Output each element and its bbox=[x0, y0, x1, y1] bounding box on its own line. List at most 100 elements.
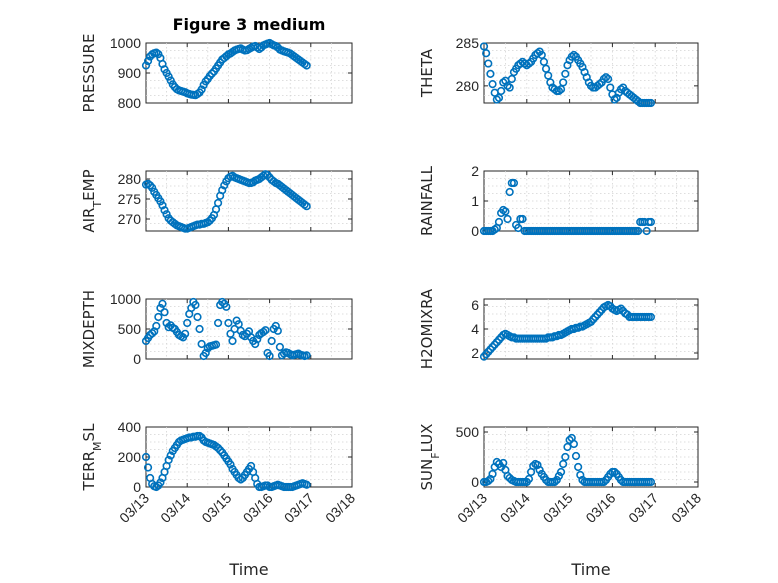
x-tick-label: 03/13 bbox=[454, 490, 490, 526]
y-axis-label: AIRTEMP bbox=[80, 169, 104, 232]
y-tick-label: 4 bbox=[471, 321, 479, 337]
data-point bbox=[556, 85, 566, 94]
data-point bbox=[158, 201, 167, 210]
data-point bbox=[488, 80, 497, 89]
data-point bbox=[503, 471, 512, 481]
axes-box bbox=[145, 298, 353, 360]
axes-box bbox=[483, 426, 699, 488]
data-point bbox=[509, 178, 519, 188]
data-point bbox=[154, 312, 163, 322]
data-point bbox=[539, 57, 549, 66]
subplot-8: 0 500 03/13 03/14 03/15 03/16 03/17 03/18 SUNFLU… bbox=[418, 424, 704, 579]
y-tick-label: 0 bbox=[133, 351, 141, 367]
data-point bbox=[259, 327, 268, 337]
y-tick-label: 200 bbox=[118, 449, 142, 465]
data-point bbox=[148, 183, 157, 192]
data-point bbox=[633, 226, 643, 236]
data-point bbox=[207, 69, 217, 78]
y-axis-label: SUNFLUX bbox=[418, 424, 442, 491]
y-axis-label: TERRMSL bbox=[80, 423, 104, 492]
data-point bbox=[166, 451, 175, 460]
data-point bbox=[143, 56, 153, 66]
subplot-3: 270 275 280 AIRTEMP bbox=[80, 169, 353, 233]
data-point bbox=[183, 318, 192, 328]
data-point bbox=[214, 318, 223, 328]
data-point bbox=[486, 69, 495, 78]
y-tick-label: 1 bbox=[471, 193, 479, 209]
data-point bbox=[211, 340, 221, 349]
data-point bbox=[160, 206, 169, 215]
y-tick-label: 1000 bbox=[110, 291, 141, 307]
x-axis-label: Time bbox=[228, 560, 268, 579]
subplot-6: 2 4 6 H2OMIXRA bbox=[418, 288, 699, 369]
data-point bbox=[604, 74, 613, 84]
y-tick-label: 0 bbox=[471, 223, 479, 239]
y-axis-label: RAINFALL bbox=[418, 165, 436, 236]
data-point bbox=[162, 210, 171, 219]
subplot-7: 0 200 400 03/13 03/14 03/15 03/16 03/17 03/18 TER… bbox=[80, 419, 358, 579]
data-point bbox=[514, 223, 523, 233]
data-point bbox=[218, 186, 227, 195]
x-tick-label: 03/15 bbox=[198, 490, 234, 526]
data-point bbox=[552, 475, 561, 485]
data-point bbox=[646, 477, 656, 487]
data-point bbox=[610, 467, 619, 477]
data-point bbox=[574, 462, 583, 472]
data-point bbox=[554, 471, 564, 481]
data-point bbox=[197, 85, 206, 94]
data-point bbox=[275, 342, 285, 352]
data-point bbox=[561, 452, 570, 462]
data-point bbox=[220, 181, 229, 190]
x-tick-label: 03/15 bbox=[540, 490, 576, 526]
x-tick-label: 03/16 bbox=[582, 490, 618, 526]
data-point bbox=[148, 329, 157, 338]
data-point bbox=[505, 83, 514, 92]
x-tick-label: 03/14 bbox=[497, 490, 533, 526]
y-tick-label: 6 bbox=[471, 297, 479, 313]
chart-title: Figure 3 medium bbox=[173, 15, 326, 34]
y-tick-label: 0 bbox=[471, 474, 479, 490]
data-point bbox=[569, 439, 578, 449]
data-point bbox=[529, 461, 538, 471]
data-point bbox=[203, 344, 212, 353]
data-point bbox=[599, 477, 608, 487]
data-point bbox=[606, 83, 615, 92]
data-point bbox=[535, 465, 544, 475]
data-point bbox=[141, 452, 151, 462]
data-point bbox=[646, 312, 656, 322]
data-point bbox=[253, 335, 262, 344]
data-point bbox=[499, 458, 508, 468]
data-point bbox=[181, 329, 190, 338]
data-point bbox=[152, 321, 161, 331]
data-point bbox=[518, 214, 527, 224]
data-point bbox=[537, 50, 546, 60]
y-axis-label: PRESSURE bbox=[80, 34, 98, 113]
y-tick-label: 270 bbox=[118, 211, 142, 227]
data-point bbox=[501, 207, 510, 216]
data-point bbox=[507, 74, 516, 84]
data-point bbox=[143, 463, 153, 472]
subplot-2: 280 285 THETA bbox=[418, 35, 699, 108]
data-point bbox=[642, 226, 651, 236]
data-point bbox=[261, 326, 270, 335]
data-point bbox=[497, 86, 506, 96]
data-point bbox=[541, 64, 551, 73]
y-tick-label: 900 bbox=[118, 65, 142, 81]
data-point bbox=[494, 217, 504, 227]
y-tick-label: 280 bbox=[118, 171, 142, 187]
y-axis-label: H2OMIXRA bbox=[418, 288, 436, 369]
data-point bbox=[226, 460, 235, 469]
data-point bbox=[195, 324, 204, 334]
y-tick-label: 400 bbox=[118, 419, 142, 435]
data-point bbox=[544, 71, 553, 80]
data-point bbox=[251, 339, 260, 349]
data-point bbox=[488, 469, 497, 479]
data-point bbox=[273, 326, 282, 335]
data-point bbox=[559, 78, 568, 87]
data-point bbox=[302, 61, 311, 70]
y-tick-label: 2 bbox=[471, 163, 479, 179]
data-point bbox=[224, 318, 233, 328]
data-point bbox=[505, 187, 514, 197]
data-point bbox=[646, 98, 656, 108]
data-point bbox=[571, 451, 581, 461]
